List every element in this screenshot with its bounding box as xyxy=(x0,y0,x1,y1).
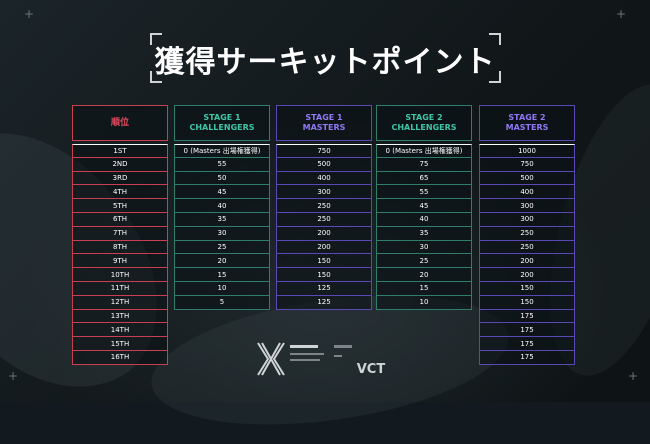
table-cell: 0 (Masters 出場権獲得) xyxy=(376,144,472,158)
table-cell: 10TH xyxy=(72,268,168,282)
column-header: STAGE 1 MASTERS xyxy=(276,105,372,141)
table-cell: 15 xyxy=(376,281,472,296)
table-cell: 35 xyxy=(376,226,472,241)
table-cell: 175 xyxy=(479,309,575,324)
table-cell: 65 xyxy=(376,171,472,186)
table-cell: 45 xyxy=(376,199,472,213)
table-cell: 1ST xyxy=(72,144,168,158)
table-cell: 10 xyxy=(376,295,472,310)
table-cell: 5TH xyxy=(72,199,168,213)
table-cell: 75 xyxy=(376,157,472,172)
table-cell: 55 xyxy=(174,157,270,172)
table-cell: 10 xyxy=(174,281,270,296)
column-header-line: STAGE 2 xyxy=(405,113,443,122)
table-cell: 15TH xyxy=(72,337,168,351)
logo-mark: VCT xyxy=(357,362,386,377)
table-cell: 30 xyxy=(376,240,472,255)
table-cell: 125 xyxy=(276,295,372,310)
table-cell: 150 xyxy=(479,281,575,296)
title-corner-bracket xyxy=(150,33,162,45)
table-cell: 15 xyxy=(174,268,270,282)
table-cell: 1000 xyxy=(479,144,575,158)
table-cell: 50 xyxy=(174,171,270,186)
plus-mark-icon: + xyxy=(616,7,627,21)
table-cell: 35 xyxy=(174,212,270,227)
table-cell: 200 xyxy=(479,254,575,269)
table-cell: 200 xyxy=(276,240,372,255)
table-column: STAGE 1 MASTERS 750 500 400 300 250 250 200 200 15… xyxy=(276,105,372,310)
table-cell: 40 xyxy=(376,212,472,227)
table-cell: 55 xyxy=(376,185,472,200)
column-header-line: CHALLENGERS xyxy=(391,123,457,132)
table-column: STAGE 1 CHALLENGERS 0 (Masters 出場権獲得) 55 50 4… xyxy=(174,105,270,310)
table-cell: 40 xyxy=(174,199,270,213)
table-cell: 6TH xyxy=(72,212,168,227)
table-cell: 300 xyxy=(479,199,575,213)
table-column: STAGE 2 MASTERS 1000 750 500 400 300 300 250 250 2… xyxy=(479,105,575,365)
table-cell: 175 xyxy=(479,337,575,351)
column-header: STAGE 2 CHALLENGERS xyxy=(376,105,472,141)
column-header: 順位 xyxy=(72,105,168,141)
table-cell: 500 xyxy=(479,171,575,186)
table-cell: 750 xyxy=(276,144,372,158)
table-cell: 11TH xyxy=(72,281,168,296)
table-cell: 250 xyxy=(479,240,575,255)
title-corner-bracket xyxy=(150,71,162,83)
column-header-line: 順位 xyxy=(110,118,129,128)
table-cell: 20 xyxy=(376,268,472,282)
column-header-line: STAGE 1 xyxy=(305,113,343,122)
table-column: STAGE 2 CHALLENGERS 0 (Masters 出場権獲得) 75 65 5… xyxy=(376,105,472,310)
table-cell: 150 xyxy=(276,268,372,282)
table-cell: 14TH xyxy=(72,323,168,338)
title-corner-bracket xyxy=(489,71,501,83)
table-cell: 400 xyxy=(276,171,372,186)
table-cell: 4TH xyxy=(72,185,168,200)
plus-mark-icon: + xyxy=(8,369,19,383)
title-corner-bracket xyxy=(489,33,501,45)
table-cell: 250 xyxy=(479,226,575,241)
table-cell: 5 xyxy=(174,295,270,310)
table-cell: 150 xyxy=(276,254,372,269)
table-cell: 25 xyxy=(174,240,270,255)
table-column: 順位 1ST 2ND 3RD 4TH 5TH 6TH 7TH 8TH 9TH 10TH 11TH 12T… xyxy=(72,105,168,365)
column-header-line: MASTERS xyxy=(505,123,549,132)
table-cell: 750 xyxy=(479,157,575,172)
table-cell: 25 xyxy=(376,254,472,269)
table-cell: 13TH xyxy=(72,309,168,324)
plus-mark-icon: + xyxy=(24,7,35,21)
table-cell: 16TH xyxy=(72,350,168,365)
table-cell: 9TH xyxy=(72,254,168,269)
table-cell: 300 xyxy=(276,185,372,200)
plus-mark-icon: + xyxy=(628,369,639,383)
table-cell: 8TH xyxy=(72,240,168,255)
column-header-line: MASTERS xyxy=(302,123,346,132)
table-cell: 400 xyxy=(479,185,575,200)
table-cell: 300 xyxy=(479,212,575,227)
vct-logo: VCT xyxy=(257,342,386,377)
table-cell: 45 xyxy=(174,185,270,200)
column-header-line: STAGE 1 xyxy=(203,113,241,122)
table-cell: 30 xyxy=(174,226,270,241)
table-cell: 20 xyxy=(174,254,270,269)
table-cell: 250 xyxy=(276,212,372,227)
table-cell: 500 xyxy=(276,157,372,172)
column-header-line: STAGE 2 xyxy=(508,113,546,122)
table-cell: 3RD xyxy=(72,171,168,186)
table-cell: 150 xyxy=(479,295,575,310)
table-cell: 7TH xyxy=(72,226,168,241)
table-cell: 125 xyxy=(276,281,372,296)
page-title: 獲得サーキットポイント xyxy=(154,44,496,80)
table-cell: 2ND xyxy=(72,157,168,172)
valorant-champions-tour-logo-icon xyxy=(257,342,285,376)
table-cell: 175 xyxy=(479,323,575,338)
column-header-line: CHALLENGERS xyxy=(189,123,255,132)
column-header: STAGE 2 MASTERS xyxy=(479,105,575,141)
table-cell: 250 xyxy=(276,199,372,213)
table-cell: 0 (Masters 出場権獲得) xyxy=(174,144,270,158)
column-header: STAGE 1 CHALLENGERS xyxy=(174,105,270,141)
table-cell: 12TH xyxy=(72,295,168,310)
table-cell: 175 xyxy=(479,350,575,365)
table-cell: 200 xyxy=(276,226,372,241)
table-cell: 200 xyxy=(479,268,575,282)
